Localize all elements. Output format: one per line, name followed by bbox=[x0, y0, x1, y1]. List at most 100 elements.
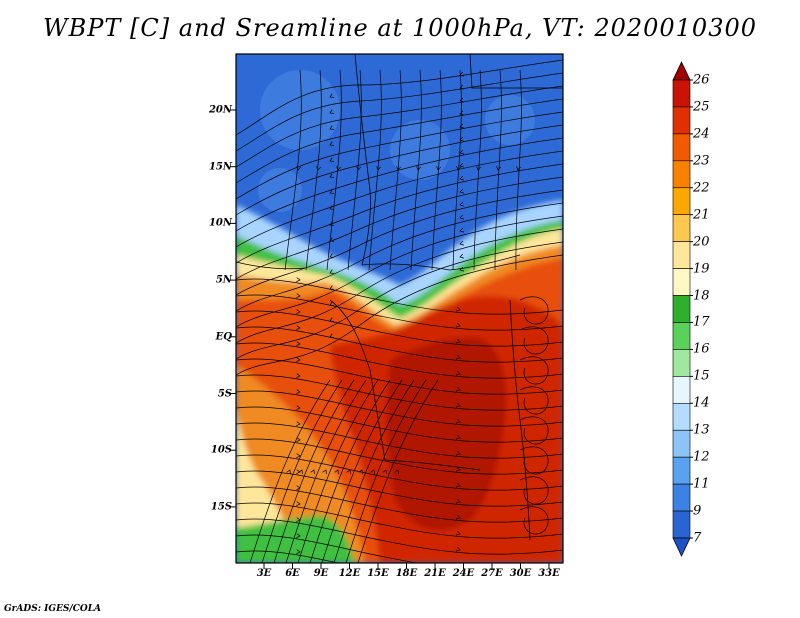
streamline-arrow bbox=[296, 325, 301, 331]
streamline bbox=[519, 326, 549, 355]
streamline-arrow bbox=[329, 141, 335, 146]
longitude-ticks bbox=[263, 563, 550, 569]
streamline bbox=[236, 163, 563, 264]
streamline bbox=[389, 69, 402, 271]
colorbar-max-triangle bbox=[672, 61, 691, 81]
streamline bbox=[410, 69, 422, 271]
colorbar-tick-label: 23 bbox=[693, 153, 710, 169]
latitude-tick-label: 10N bbox=[208, 217, 232, 229]
streamline bbox=[452, 69, 462, 271]
streamline-arrow bbox=[459, 97, 465, 103]
colorbar-tick-label: 19 bbox=[693, 261, 710, 277]
streamline-arrow bbox=[455, 402, 461, 408]
streamline-arrow bbox=[459, 214, 465, 220]
streamline-arrow bbox=[436, 166, 441, 171]
streamline-arrow bbox=[310, 469, 315, 475]
map-frame bbox=[235, 53, 564, 564]
streamline bbox=[519, 416, 549, 445]
streamline bbox=[345, 379, 427, 563]
streamline bbox=[236, 358, 563, 395]
longitude-tick-label: 6E bbox=[285, 568, 300, 579]
streamline-arrow bbox=[322, 469, 327, 475]
latitude-tick-label: 15N bbox=[208, 161, 232, 173]
streamline-arrow bbox=[296, 501, 301, 507]
streamline-arrow bbox=[329, 157, 335, 162]
streamline bbox=[236, 111, 563, 200]
streamline-arrow bbox=[296, 357, 301, 363]
colorbar bbox=[672, 61, 693, 557]
streamline-arrow bbox=[455, 306, 461, 312]
longitude-tick-label: 33E bbox=[538, 568, 560, 579]
streamlines bbox=[236, 59, 563, 583]
streamline-arrow bbox=[296, 389, 301, 395]
streamline-arrow bbox=[456, 579, 460, 583]
longitude-tick-label: 15E bbox=[367, 568, 389, 579]
colorbar-swatch bbox=[672, 133, 691, 162]
streamline bbox=[519, 296, 549, 325]
streamline-arrow bbox=[296, 485, 301, 491]
colorbar-tick-label: 24 bbox=[693, 126, 710, 142]
streamline-arrow bbox=[329, 109, 335, 114]
colorbar-swatch bbox=[672, 456, 691, 485]
streamline-arrow bbox=[455, 386, 461, 392]
streamline-arrow bbox=[296, 453, 301, 459]
longitude-tick-label: 27E bbox=[481, 568, 503, 579]
streamline bbox=[519, 476, 549, 505]
streamline bbox=[236, 98, 563, 184]
colorbar-tick-label: 22 bbox=[693, 180, 710, 196]
colorbar-tick-label: 13 bbox=[693, 422, 710, 438]
streamline-arrow bbox=[296, 533, 301, 539]
streamline-arrow bbox=[455, 530, 461, 536]
streamline bbox=[261, 379, 343, 563]
streamline bbox=[236, 294, 563, 331]
streamline-arrow bbox=[459, 84, 465, 90]
colorbar-swatch bbox=[672, 429, 691, 458]
colorbar-swatch bbox=[672, 483, 691, 512]
streamline-arrow bbox=[459, 188, 465, 194]
streamline-arrow bbox=[459, 123, 465, 129]
streamline-arrow bbox=[455, 434, 461, 440]
colorbar-tick-label: 15 bbox=[693, 368, 710, 384]
colorbar-swatch bbox=[672, 376, 691, 404]
streamline bbox=[236, 176, 563, 280]
latitude-tick-label: 5N bbox=[215, 274, 232, 286]
streamline-arrow bbox=[296, 421, 301, 427]
streamline bbox=[236, 85, 563, 168]
colorbar-tick-label: 11 bbox=[693, 476, 710, 492]
streamline-arrow bbox=[296, 549, 301, 555]
streamline bbox=[431, 69, 442, 271]
streamline bbox=[236, 534, 420, 563]
colorbar-tick-label: 7 bbox=[693, 530, 702, 546]
streamline-arrow bbox=[396, 166, 401, 171]
streamline-arrow bbox=[370, 469, 375, 475]
colorbar-swatch bbox=[672, 349, 691, 377]
streamline-arrow bbox=[459, 175, 465, 181]
streamline bbox=[473, 69, 482, 271]
streamline-arrow bbox=[296, 469, 301, 475]
colorbar-swatch bbox=[672, 322, 691, 350]
streamline-arrow bbox=[286, 469, 291, 475]
longitude-tick-label: 9E bbox=[313, 568, 329, 579]
streamline-arrow bbox=[459, 136, 465, 142]
streamline bbox=[284, 69, 302, 271]
streamline bbox=[236, 486, 563, 523]
streamline-arrow bbox=[459, 201, 465, 207]
latitude-ticks bbox=[230, 109, 236, 508]
streamline bbox=[347, 69, 362, 271]
streamline bbox=[236, 342, 563, 379]
streamline bbox=[357, 379, 439, 563]
colorbar-swatch bbox=[672, 241, 691, 269]
streamline-arrow bbox=[455, 498, 461, 504]
field-blue-patch bbox=[258, 168, 302, 212]
colorbar-swatch bbox=[672, 214, 691, 242]
colorbar-tick-label: 26 bbox=[693, 72, 710, 88]
streamline-arrow bbox=[459, 162, 465, 168]
streamline-arrow bbox=[459, 110, 465, 116]
streamline-arrow bbox=[296, 166, 301, 171]
streamline-arrow bbox=[336, 166, 341, 171]
colorbar-swatch bbox=[672, 106, 691, 135]
streamline-arrow bbox=[316, 166, 321, 171]
streamline bbox=[236, 454, 563, 491]
streamline bbox=[236, 278, 563, 315]
